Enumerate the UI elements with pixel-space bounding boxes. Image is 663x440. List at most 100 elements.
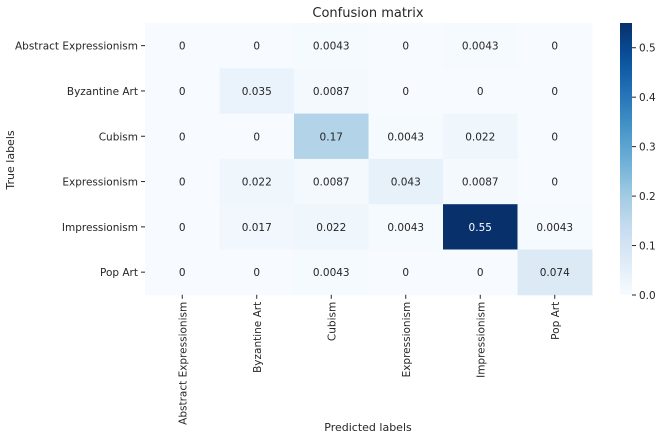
cell-value-label: 0	[253, 267, 260, 279]
heatmap-cell-r4-c5	[517, 204, 593, 250]
cell-value-label: 0	[402, 267, 409, 279]
heatmap-cells	[145, 23, 593, 296]
heatmap-cell-r3-c2	[294, 158, 369, 205]
cell-value-label: 0.0043	[536, 222, 573, 234]
x-axis-label: Predicted labels	[324, 421, 412, 434]
heatmap-cell-r1-c3	[368, 68, 444, 115]
cell-value-label: 0	[477, 86, 484, 98]
chart-title: Confusion matrix	[312, 6, 423, 21]
colorbar-tick-label: 0.4	[639, 92, 656, 104]
y-tick-label: Pop Art	[100, 267, 138, 279]
cell-value-label: 0	[179, 131, 186, 143]
heatmap-cell-r0-c3	[368, 23, 444, 69]
heatmap-cell-r5-c0	[145, 249, 220, 296]
y-tick-label: Cubism	[99, 131, 138, 143]
heatmap-cell-r2-c1	[219, 113, 295, 160]
x-tick-label: Cubism	[326, 302, 338, 341]
cell-value-label: 0.022	[242, 177, 272, 189]
heatmap-cell-r0-c5	[517, 23, 593, 69]
x-tick-label: Impressionism	[475, 302, 487, 378]
cell-value-label: 0.0087	[313, 86, 350, 98]
heatmap-cell-r5-c3	[368, 249, 444, 296]
cell-value-label: 0.0043	[387, 222, 424, 234]
cell-value-label: 0	[179, 222, 186, 234]
heatmap-cell-r2-c3	[368, 113, 444, 160]
heatmap-cell-r1-c1	[219, 68, 295, 115]
cell-value-label: 0.074	[540, 267, 570, 279]
heatmap-cell-r1-c5	[517, 68, 593, 115]
cell-value-label: 0.55	[469, 222, 492, 234]
heatmap-cell-r1-c0	[145, 68, 220, 115]
heatmap-cell-r1-c2	[294, 68, 369, 115]
heatmap-cell-r0-c0	[145, 23, 220, 69]
colorbar: 0.0 0.1 0.2 0.3 0.4 0.5	[620, 23, 656, 302]
cell-value-label: 0.0043	[313, 41, 350, 53]
cell-value-label: 0	[551, 41, 558, 53]
colorbar-tick-label: 0.0	[639, 290, 656, 302]
colorbar-tick-label: 0.3	[639, 142, 656, 154]
cell-value-label: 0	[179, 267, 186, 279]
x-tick-label: Expressionism	[401, 302, 413, 378]
cell-value-label: 0	[477, 267, 484, 279]
heatmap-cell-r3-c5	[517, 158, 593, 205]
x-tick-label: Byzantine Art	[252, 302, 264, 373]
cell-value-label: 0	[179, 86, 186, 98]
cell-value-label: 0	[551, 177, 558, 189]
cell-value-label: 0	[402, 86, 409, 98]
heatmap-cell-r2-c0	[145, 113, 220, 160]
cell-value-label: 0.022	[465, 131, 495, 143]
x-axis-ticks: Abstract Expressionism Byzantine Art Cubis…	[177, 294, 562, 425]
colorbar-tick-label: 0.5	[639, 43, 656, 55]
heatmap-cell-r3-c4	[443, 158, 518, 205]
heatmap-cell-r4-c4	[443, 204, 518, 250]
cell-value-label: 0	[179, 41, 186, 53]
heatmap-cell-r4-c0	[145, 204, 220, 250]
heatmap-cell-r3-c0	[145, 158, 220, 205]
heatmap-cell-r5-c5	[517, 249, 593, 296]
heatmap-cell-r0-c1	[219, 23, 295, 69]
cell-value-label: 0.0043	[313, 267, 350, 279]
cell-value-label: 0.043	[391, 177, 421, 189]
y-axis-label: True labels	[4, 130, 17, 190]
heatmap-cell-r3-c3	[368, 158, 444, 205]
colorbar-gradient	[620, 23, 632, 295]
colorbar-tick-label: 0.1	[639, 241, 656, 253]
cell-value-label: 0.17	[320, 131, 343, 143]
x-tick-label: Abstract Expressionism	[177, 302, 189, 425]
cell-value-label: 0	[402, 41, 409, 53]
y-tick-label: Expressionism	[62, 177, 138, 189]
cell-value-label: 0.0087	[313, 177, 350, 189]
heatmap-cell-r0-c4	[443, 23, 518, 69]
heatmap-cell-r2-c5	[517, 113, 593, 160]
heatmap-cell-r4-c1	[219, 204, 295, 250]
cell-value-label: 0	[179, 177, 186, 189]
heatmap-cell-r4-c2	[294, 204, 369, 250]
cell-value-label: 0.0043	[387, 131, 424, 143]
heatmap-cell-r4-c3	[368, 204, 444, 250]
y-tick-label: Abstract Expressionism	[15, 41, 138, 53]
cell-value-label: 0	[253, 41, 260, 53]
y-tick-label: Byzantine Art	[67, 86, 138, 98]
cell-value-label: 0.035	[242, 86, 272, 98]
heatmap-cell-r5-c4	[443, 249, 518, 296]
cell-value-label: 0	[551, 131, 558, 143]
heatmap-cell-labels: 0 0 0.0043 0 0.0043 0 0 0.035 0.0087 0 0 0 0 0 0.17 0.0…	[179, 41, 573, 279]
cell-value-label: 0	[551, 86, 558, 98]
cell-value-label: 0.022	[316, 222, 346, 234]
y-axis-ticks: Abstract Expressionism Byzantine Art Cubis…	[15, 41, 145, 279]
cell-value-label: 0	[253, 131, 260, 143]
x-tick-label: Pop Art	[550, 302, 562, 340]
heatmap-cell-r5-c1	[219, 249, 295, 296]
cell-value-label: 0.0043	[462, 41, 499, 53]
heatmap-cell-r0-c2	[294, 23, 369, 69]
colorbar-tick-label: 0.2	[639, 191, 656, 203]
cell-value-label: 0.0087	[462, 177, 499, 189]
heatmap-cell-r5-c2	[294, 249, 369, 296]
cell-value-label: 0.017	[242, 222, 272, 234]
heatmap-cell-r1-c4	[443, 68, 518, 115]
heatmap-cell-r2-c2	[294, 113, 369, 160]
heatmap-cell-r3-c1	[219, 158, 295, 205]
y-tick-label: Impressionism	[62, 222, 138, 234]
heatmap-cell-r2-c4	[443, 113, 518, 160]
